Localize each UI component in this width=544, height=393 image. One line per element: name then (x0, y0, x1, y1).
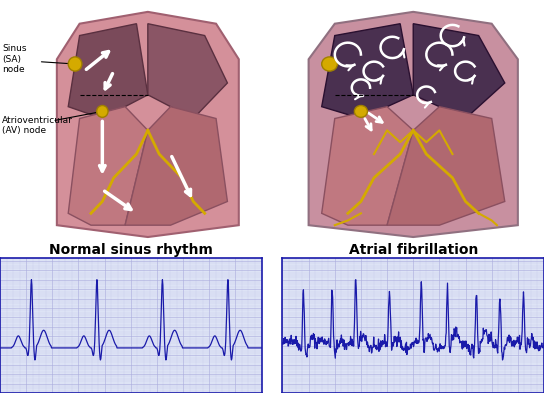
Circle shape (322, 57, 337, 71)
Polygon shape (387, 107, 505, 225)
Polygon shape (148, 24, 227, 119)
Circle shape (354, 105, 367, 118)
Polygon shape (308, 12, 518, 237)
Polygon shape (322, 107, 413, 225)
Polygon shape (125, 107, 227, 225)
Circle shape (97, 105, 108, 118)
Polygon shape (413, 24, 505, 119)
Text: Sinus
(SA)
node: Sinus (SA) node (2, 44, 27, 74)
Text: Atrioventricular
(AV) node: Atrioventricular (AV) node (2, 116, 73, 135)
Polygon shape (68, 107, 148, 225)
Title: Atrial fibrillation: Atrial fibrillation (349, 243, 478, 257)
Polygon shape (68, 24, 148, 119)
Polygon shape (57, 12, 239, 237)
Title: Normal sinus rhythm: Normal sinus rhythm (49, 243, 213, 257)
Polygon shape (322, 24, 413, 119)
Circle shape (68, 57, 82, 71)
